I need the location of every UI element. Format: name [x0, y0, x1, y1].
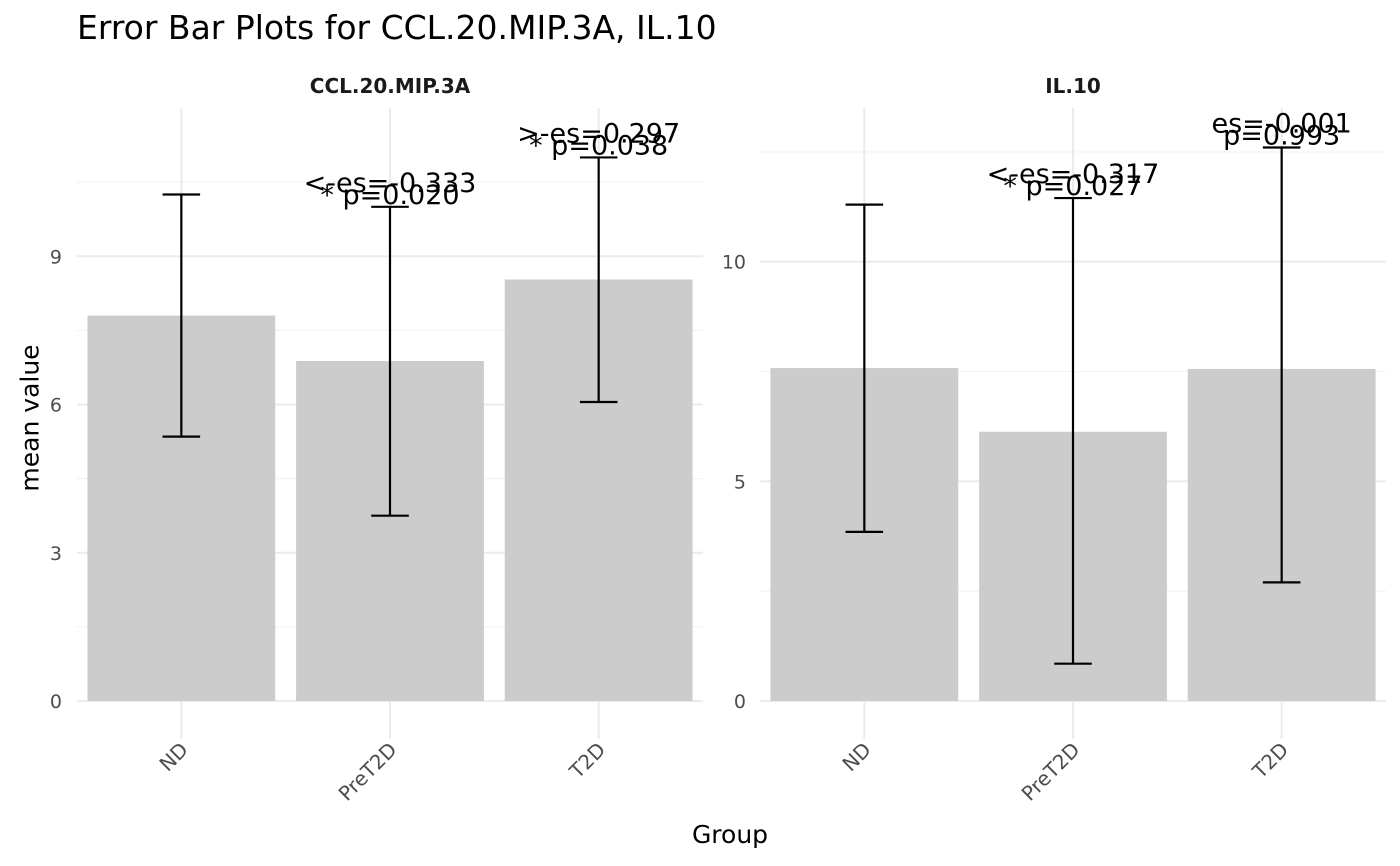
x-tick-label: ND [154, 738, 192, 776]
y-tick-label: 3 [50, 543, 62, 565]
effect-size-label: <-es=-0.333 [304, 168, 477, 199]
x-tick-label: T2D [1247, 738, 1293, 784]
x-tick-label: PreT2D [334, 738, 402, 806]
y-tick-label: 5 [734, 471, 746, 493]
p-value-label: * p=0.020 [320, 180, 459, 211]
effect-size-label: >-es=0.297 [517, 118, 680, 149]
y-tick-label: 10 [722, 252, 746, 274]
x-tick-label: PreT2D [1017, 738, 1085, 806]
x-axis-label: Group [691, 820, 769, 849]
p-value-label: * p=0.038 [529, 130, 668, 161]
effect-size-label: <-es=-0.317 [987, 159, 1160, 190]
p-value-label: p=0.993 [1223, 121, 1340, 152]
y-tick-label: 0 [50, 691, 62, 713]
y-tick-label: 9 [50, 246, 62, 268]
panel-title: IL.10 [1045, 74, 1101, 98]
y-tick-label: 0 [734, 691, 746, 713]
p-value-label: * p=0.027 [1003, 171, 1142, 202]
x-tick-label: T2D [564, 738, 610, 784]
effect-size-label: es=-0.001 [1211, 109, 1351, 140]
chart-title: Error Bar Plots for CCL.20.MIP.3A, IL.10 [77, 8, 717, 47]
y-tick-label: 6 [50, 395, 62, 417]
x-tick-label: ND [837, 738, 875, 776]
panel-title: CCL.20.MIP.3A [310, 74, 471, 98]
